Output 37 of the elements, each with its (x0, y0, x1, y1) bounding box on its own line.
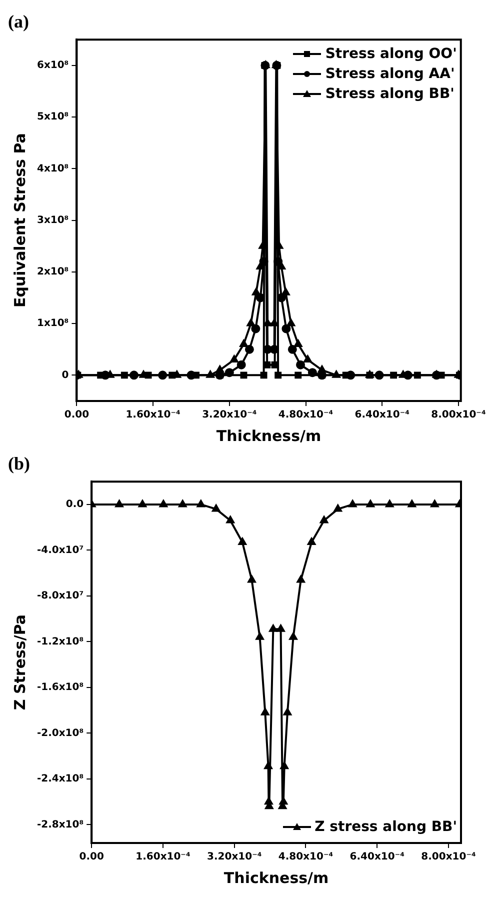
y-tick-label: -2.0x10⁸ (36, 728, 84, 739)
x-tick-label: 8.00x10⁻⁴ (421, 852, 476, 863)
x-tick-label: 6.40x10⁻⁴ (350, 852, 404, 863)
y-tick-label: 0.0 (66, 499, 84, 510)
y-tick-label: -2.8x10⁸ (36, 819, 84, 830)
chart-title: (a) (8, 11, 29, 32)
x-tick-label: 1.60x10⁻⁴ (136, 852, 190, 863)
x-tick-label: 4.80x10⁻⁴ (278, 852, 334, 863)
y-axis-title: Z Stress/Pa (10, 614, 29, 710)
y-tick-label: -2.4x10⁸ (36, 774, 84, 785)
x-tick-label: 0.00 (79, 852, 104, 863)
y-tick-label: -1.6x10⁸ (36, 682, 84, 694)
legend-label: Z stress along BB' (314, 818, 457, 837)
x-tick-label: 6.40x10⁻⁴ (354, 410, 410, 421)
y-tick-label: -1.2x10⁸ (36, 636, 84, 648)
y-tick-label: 2x10⁸ (36, 266, 69, 278)
x-tick-label: 8.00x10⁻⁴ (431, 410, 486, 421)
legend-label: Stress along OO' (325, 44, 457, 64)
y-axis-title: Equivalent Stress Pa (10, 133, 29, 308)
chart-title: (b) (8, 453, 30, 474)
y-tick-label: 0 (62, 370, 69, 381)
y-tick-label: -4.0x10⁷ (36, 544, 84, 556)
y-tick-label: 5x10⁸ (36, 112, 69, 123)
x-tick-label: 3.20x10⁻⁴ (202, 410, 257, 421)
x-tick-label: 0.00 (64, 410, 90, 421)
x-axis-title: Thickness/m (224, 868, 329, 887)
x-axis-title: Thickness/m (216, 426, 322, 445)
legend-label: Stress along AA' (325, 64, 455, 84)
x-tick-label: 4.80x10⁻⁴ (278, 410, 334, 421)
y-tick-label: 1x10⁸ (36, 318, 69, 330)
y-tick-label: 3x10⁸ (36, 214, 69, 226)
y-tick-label: 4x10⁸ (36, 163, 69, 174)
legend-label: Stress along BB' (325, 84, 454, 104)
x-tick-label: 3.20x10⁻⁴ (207, 852, 262, 863)
x-tick-label: 1.60x10⁻⁴ (126, 410, 180, 421)
y-tick-label: 6x10⁸ (36, 60, 69, 72)
y-tick-label: -8.0x10⁷ (36, 590, 84, 602)
